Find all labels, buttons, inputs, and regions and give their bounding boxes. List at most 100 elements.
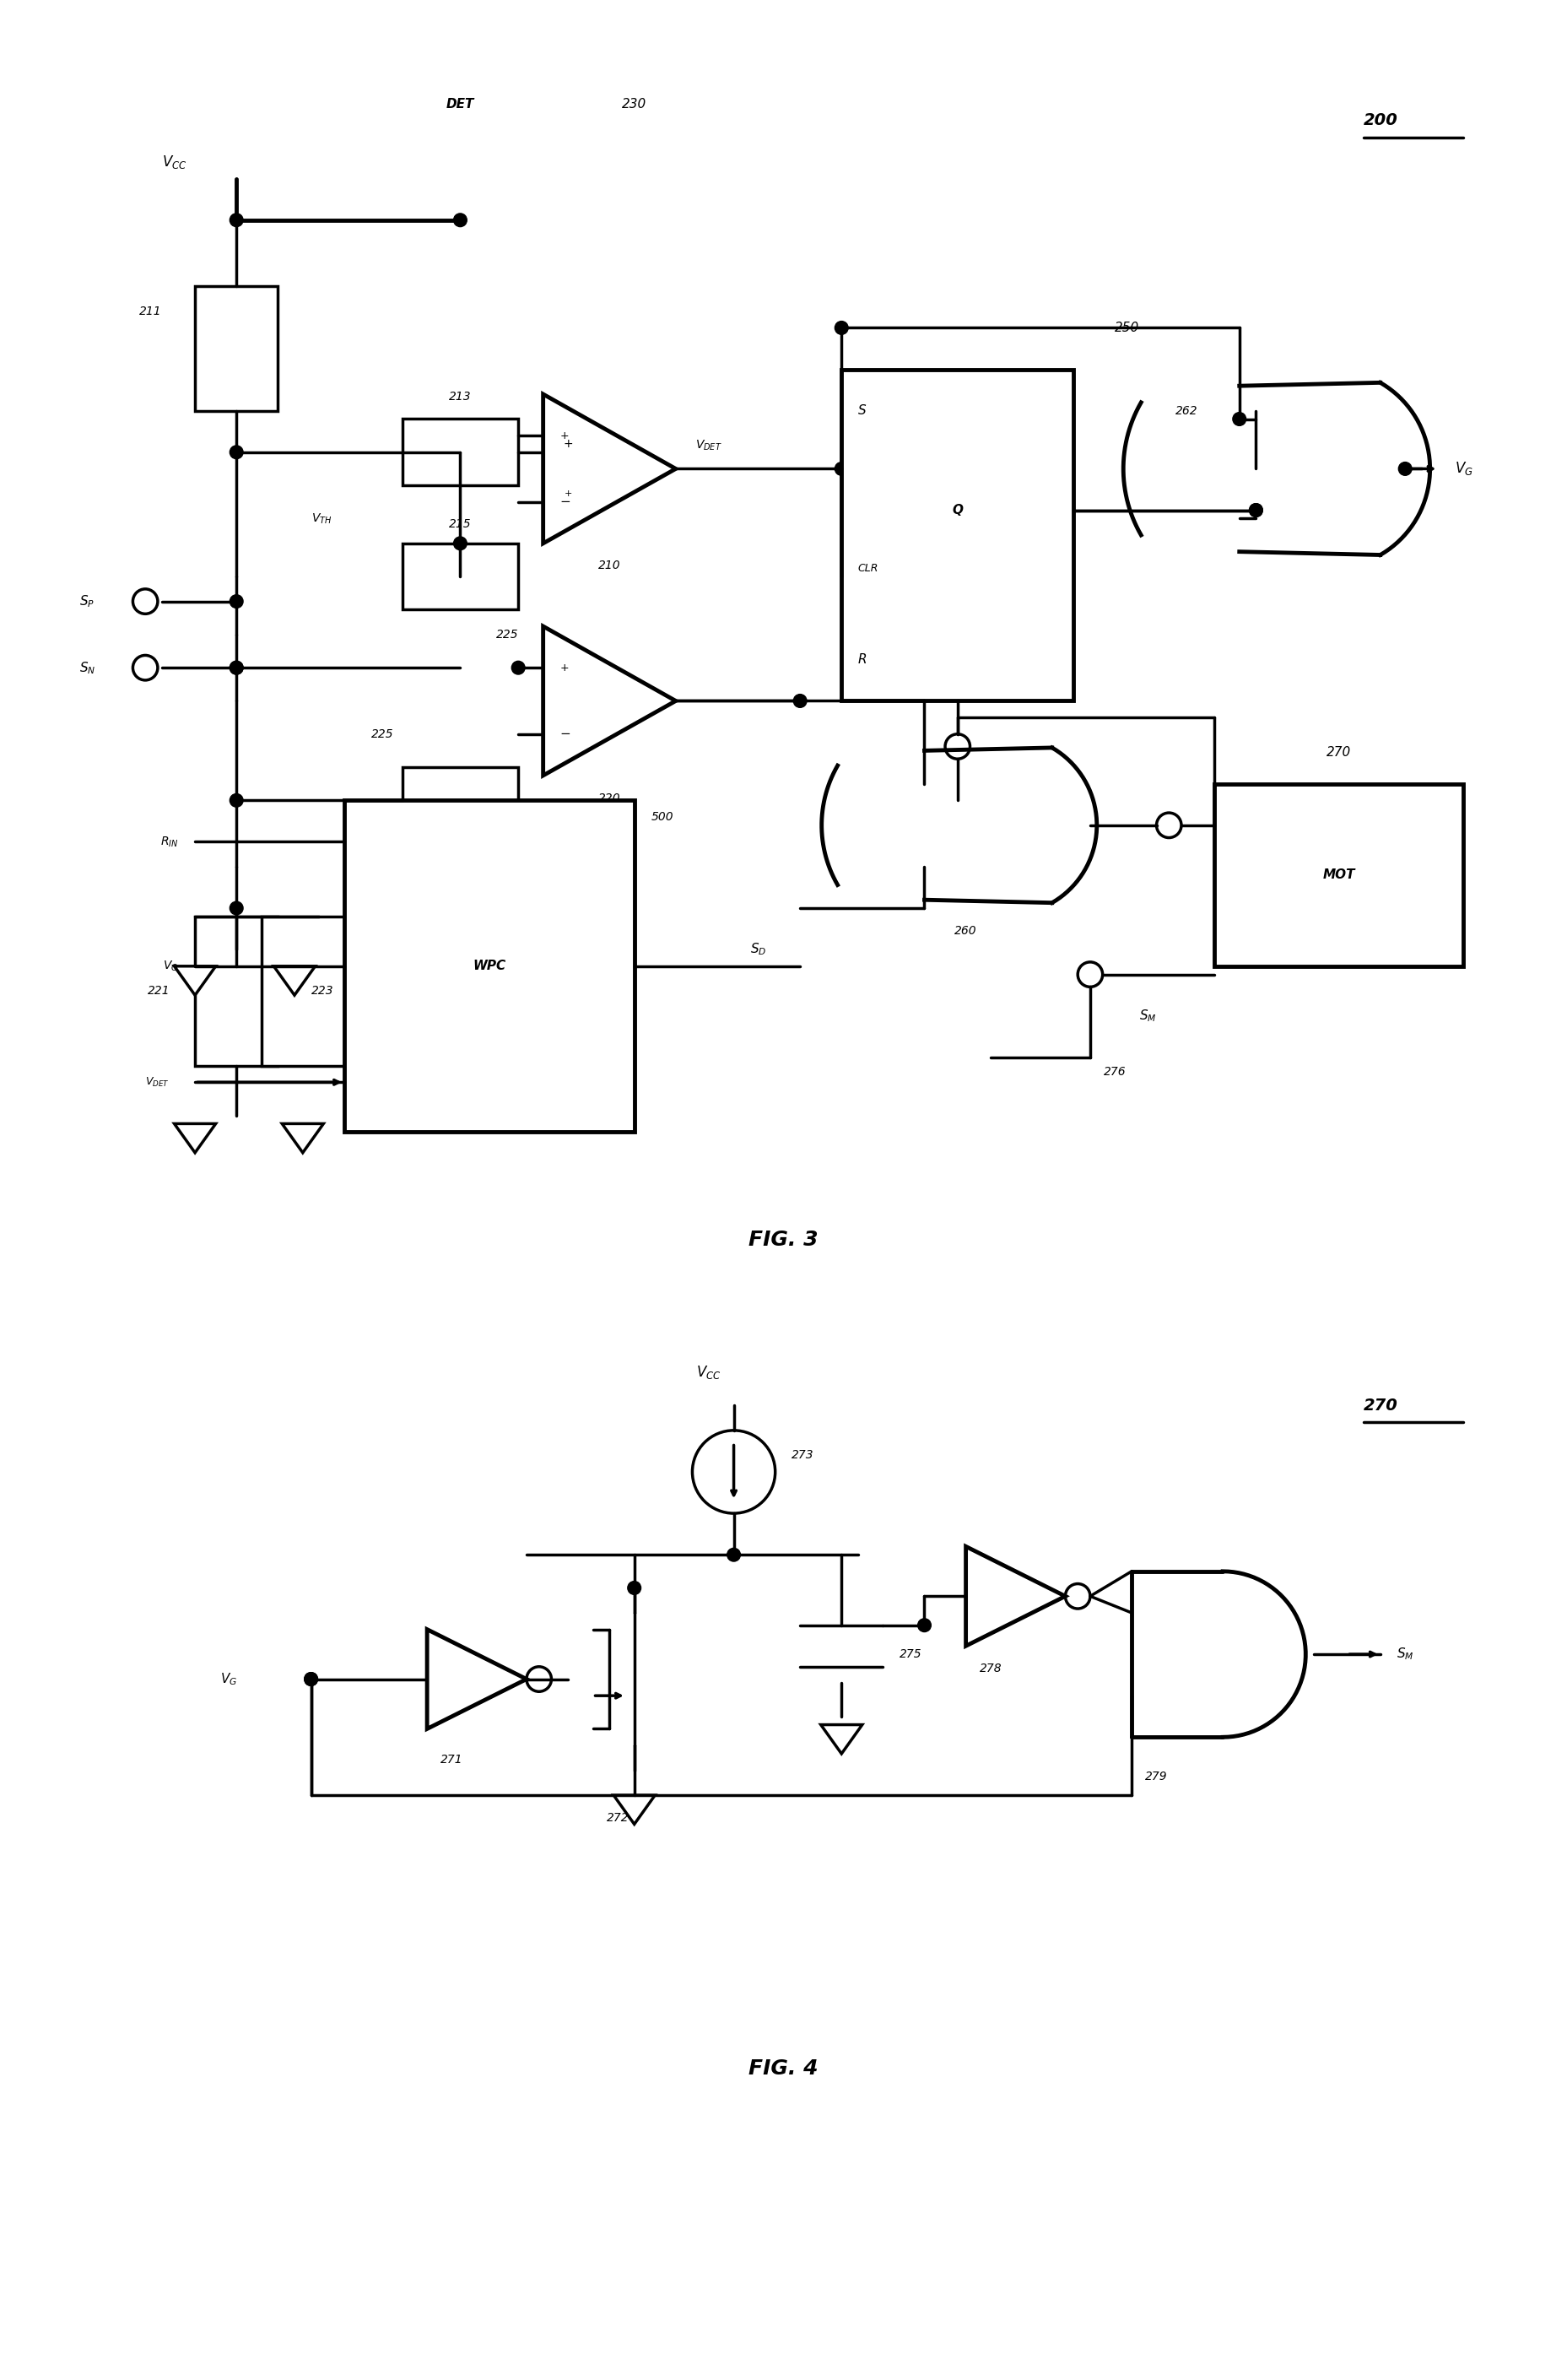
Text: 225: 225 xyxy=(495,628,519,640)
Text: 225: 225 xyxy=(371,728,393,740)
Text: 200: 200 xyxy=(1363,112,1398,129)
Text: −: − xyxy=(559,728,570,740)
Circle shape xyxy=(1066,1583,1091,1609)
Text: 210: 210 xyxy=(599,559,621,571)
Text: WPC: WPC xyxy=(473,959,506,973)
Circle shape xyxy=(628,1580,641,1595)
Text: 215: 215 xyxy=(450,519,472,531)
Text: 262: 262 xyxy=(1175,405,1197,416)
Polygon shape xyxy=(282,1123,323,1152)
Text: $V_{DET}$: $V_{DET}$ xyxy=(696,438,722,452)
Bar xyxy=(1214,783,1464,966)
Bar xyxy=(403,543,519,609)
Text: $S_N$: $S_N$ xyxy=(78,659,96,676)
Text: MOT: MOT xyxy=(1323,869,1355,881)
Text: CLR: CLR xyxy=(859,562,879,574)
Polygon shape xyxy=(274,966,315,995)
Bar xyxy=(841,369,1073,700)
Text: R: R xyxy=(859,652,867,666)
Text: 230: 230 xyxy=(622,98,647,109)
Text: −: − xyxy=(559,495,570,509)
Text: 220: 220 xyxy=(599,793,621,804)
Text: $V_{TH}$: $V_{TH}$ xyxy=(310,512,332,526)
Circle shape xyxy=(230,662,243,674)
Polygon shape xyxy=(544,395,675,543)
Circle shape xyxy=(793,695,807,707)
Text: 278: 278 xyxy=(979,1664,1001,1676)
Bar xyxy=(262,916,345,1066)
Circle shape xyxy=(835,321,848,336)
Circle shape xyxy=(230,902,243,914)
Text: +: + xyxy=(564,490,572,497)
Text: 271: 271 xyxy=(440,1754,464,1766)
Circle shape xyxy=(133,655,158,681)
Text: 279: 279 xyxy=(1145,1771,1167,1783)
Text: $S_P$: $S_P$ xyxy=(78,593,94,609)
Text: DET: DET xyxy=(447,98,475,109)
Circle shape xyxy=(1398,462,1412,476)
Circle shape xyxy=(304,1673,318,1685)
Circle shape xyxy=(945,733,970,759)
Text: $R_{IN}$: $R_{IN}$ xyxy=(160,835,179,850)
Circle shape xyxy=(727,1547,740,1561)
Circle shape xyxy=(230,662,243,674)
Text: $V_G$: $V_G$ xyxy=(219,1671,237,1687)
Circle shape xyxy=(304,1673,318,1685)
Circle shape xyxy=(1249,505,1263,516)
Text: $S_M$: $S_M$ xyxy=(1139,1007,1156,1023)
Text: 260: 260 xyxy=(954,926,978,938)
Text: +: + xyxy=(559,431,569,440)
Text: Q: Q xyxy=(953,505,964,516)
Circle shape xyxy=(512,662,525,674)
Circle shape xyxy=(835,462,848,476)
Text: 213: 213 xyxy=(450,390,472,402)
Circle shape xyxy=(230,595,243,607)
Text: $V_O$: $V_O$ xyxy=(163,959,179,973)
Bar xyxy=(194,286,277,412)
Text: 272: 272 xyxy=(606,1811,628,1823)
Circle shape xyxy=(1156,814,1182,838)
Text: 223: 223 xyxy=(310,985,334,997)
Polygon shape xyxy=(174,966,216,995)
Circle shape xyxy=(1078,962,1103,988)
Text: 250: 250 xyxy=(1116,321,1139,333)
Circle shape xyxy=(230,795,243,807)
Bar xyxy=(403,419,519,486)
Text: S: S xyxy=(859,405,867,416)
Text: $S_M$: $S_M$ xyxy=(1396,1647,1413,1661)
Text: FIG. 3: FIG. 3 xyxy=(749,1230,818,1250)
Circle shape xyxy=(1249,505,1263,516)
Circle shape xyxy=(693,1430,776,1514)
Polygon shape xyxy=(821,1726,862,1754)
Circle shape xyxy=(453,214,467,226)
Circle shape xyxy=(527,1666,552,1692)
Text: 270: 270 xyxy=(1327,747,1351,759)
Bar xyxy=(345,800,635,1133)
Circle shape xyxy=(1233,412,1246,426)
Text: +: + xyxy=(559,662,569,674)
Text: 221: 221 xyxy=(147,985,171,997)
Text: 273: 273 xyxy=(791,1449,815,1461)
Text: $S_D$: $S_D$ xyxy=(751,942,766,957)
Polygon shape xyxy=(544,626,675,776)
Polygon shape xyxy=(614,1795,655,1823)
Bar xyxy=(194,916,277,1066)
Polygon shape xyxy=(428,1630,527,1728)
Circle shape xyxy=(453,538,467,550)
Text: 270: 270 xyxy=(1363,1397,1398,1414)
Text: 276: 276 xyxy=(1103,1066,1127,1078)
Text: 500: 500 xyxy=(650,812,674,823)
Text: $V_{CC}$: $V_{CC}$ xyxy=(696,1364,721,1380)
Text: FIG. 4: FIG. 4 xyxy=(749,2059,818,2078)
Bar xyxy=(403,766,519,833)
Circle shape xyxy=(133,588,158,614)
Circle shape xyxy=(230,214,243,226)
Circle shape xyxy=(918,1618,931,1633)
Text: 275: 275 xyxy=(899,1649,921,1661)
Text: +: + xyxy=(563,438,574,450)
Circle shape xyxy=(230,445,243,459)
Text: $V_G$: $V_G$ xyxy=(1454,459,1473,478)
Polygon shape xyxy=(965,1547,1066,1647)
Polygon shape xyxy=(174,1123,216,1152)
Text: $V_{CC}$: $V_{CC}$ xyxy=(161,155,186,171)
